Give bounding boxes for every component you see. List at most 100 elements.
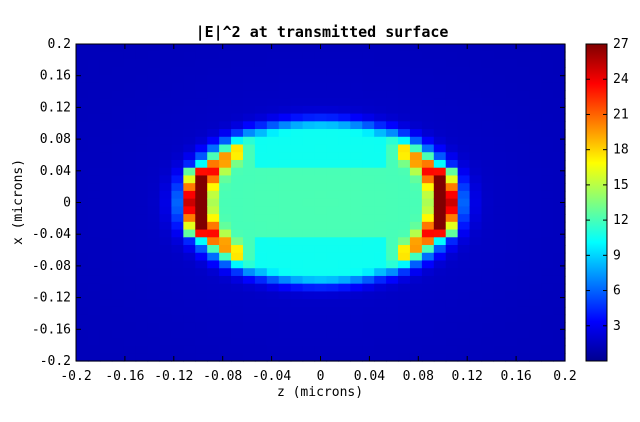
heatmap-cell <box>99 136 113 146</box>
heatmap-cell <box>374 237 387 246</box>
heatmap-cell <box>290 260 304 269</box>
heatmap-cell <box>171 283 184 293</box>
heatmap-cell <box>517 98 530 107</box>
heatmap-cell <box>302 206 316 215</box>
heatmap-cell <box>87 183 101 192</box>
heatmap-cell <box>76 214 89 223</box>
heatmap-cell <box>409 144 423 153</box>
heatmap-cell <box>254 268 268 277</box>
heatmap-cell <box>87 82 101 91</box>
heatmap-cell <box>266 175 280 184</box>
heatmap-cell <box>374 283 387 293</box>
heatmap-cell <box>183 237 196 246</box>
heatmap-cell <box>290 306 304 316</box>
heatmap-cell <box>338 190 351 200</box>
heatmap-cell <box>421 291 435 300</box>
heatmap-cell <box>147 275 161 285</box>
heatmap-cell <box>195 314 208 323</box>
heatmap-cell <box>183 268 196 277</box>
heatmap-cell <box>326 275 339 285</box>
heatmap-cell <box>338 198 351 207</box>
heatmap-cell <box>195 167 208 177</box>
heatmap-cell <box>76 82 89 91</box>
heatmap-cell <box>433 105 447 115</box>
heatmap-cell <box>398 252 411 262</box>
heatmap-cell <box>505 183 518 192</box>
heatmap-cell <box>159 167 173 177</box>
heatmap-cell <box>517 221 530 231</box>
heatmap-cell <box>505 113 518 122</box>
heatmap-cell <box>231 337 244 347</box>
heatmap-cell <box>171 175 184 184</box>
heatmap-cell <box>111 291 125 300</box>
heatmap-cell <box>123 98 137 107</box>
heatmap-cell <box>111 82 125 91</box>
heatmap-cell <box>398 121 411 130</box>
heatmap-cell <box>350 113 363 122</box>
heatmap-cell <box>231 152 244 161</box>
heatmap-cell <box>362 229 375 238</box>
heatmap-cell <box>553 299 566 308</box>
heatmap-cell <box>76 67 89 76</box>
heatmap-cell <box>409 291 423 300</box>
heatmap-cell <box>76 353 89 362</box>
heatmap-cell <box>76 152 89 161</box>
heatmap-cell <box>493 260 506 269</box>
heatmap-cell <box>278 175 292 184</box>
heatmap-cell <box>99 353 113 362</box>
heatmap-cell <box>159 44 173 53</box>
heatmap-cell <box>207 237 220 246</box>
heatmap-cell <box>326 206 339 215</box>
heatmap-cell <box>254 214 268 223</box>
heatmap-cell <box>326 314 339 323</box>
heatmap-cell <box>421 167 435 177</box>
heatmap-cell <box>338 206 351 215</box>
heatmap-cell <box>147 129 161 138</box>
heatmap-cell <box>326 136 339 146</box>
heatmap-cell <box>505 82 518 91</box>
heatmap-cell <box>541 175 554 184</box>
heatmap-cell <box>457 167 471 177</box>
heatmap-cell <box>505 214 518 223</box>
heatmap-cell <box>111 299 125 308</box>
heatmap-cell <box>421 44 435 53</box>
heatmap-cell <box>99 299 113 308</box>
heatmap-cell <box>421 275 435 285</box>
heatmap-cell <box>147 214 161 223</box>
heatmap-cell <box>171 306 184 316</box>
heatmap-cell <box>505 98 518 107</box>
heatmap-cell <box>183 306 196 316</box>
heatmap-cell <box>541 275 554 285</box>
heatmap-cell <box>302 283 316 293</box>
heatmap-cell <box>326 252 339 262</box>
heatmap-cell <box>529 105 542 115</box>
heatmap-cell <box>481 183 495 192</box>
heatmap-cell <box>493 74 506 84</box>
heatmap-cell <box>195 291 208 300</box>
heatmap-cell <box>87 268 101 277</box>
heatmap-cell <box>195 353 208 362</box>
heatmap-cell <box>541 291 554 300</box>
heatmap-cell <box>278 306 292 316</box>
heatmap-cell <box>338 67 351 76</box>
heatmap-cell <box>314 299 328 308</box>
heatmap-cell <box>171 51 184 61</box>
heatmap-cell <box>266 136 280 146</box>
heatmap-cell <box>398 144 411 153</box>
heatmap-cell <box>529 136 542 146</box>
heatmap-cell <box>469 136 483 146</box>
heatmap-cell <box>302 167 316 177</box>
heatmap-cell <box>386 314 399 323</box>
heatmap-cell <box>111 260 125 269</box>
heatmap-cell <box>183 214 196 223</box>
heatmap-cell <box>111 322 125 331</box>
heatmap-cell <box>553 190 566 200</box>
heatmap-cell <box>87 67 101 76</box>
heatmap-cell <box>171 198 184 207</box>
heatmap-cell <box>517 283 530 293</box>
heatmap-cell <box>398 337 411 347</box>
heatmap-cell <box>362 159 375 169</box>
heatmap-cell <box>147 51 161 61</box>
heatmap-cell <box>76 144 89 153</box>
heatmap-cell <box>541 105 554 115</box>
